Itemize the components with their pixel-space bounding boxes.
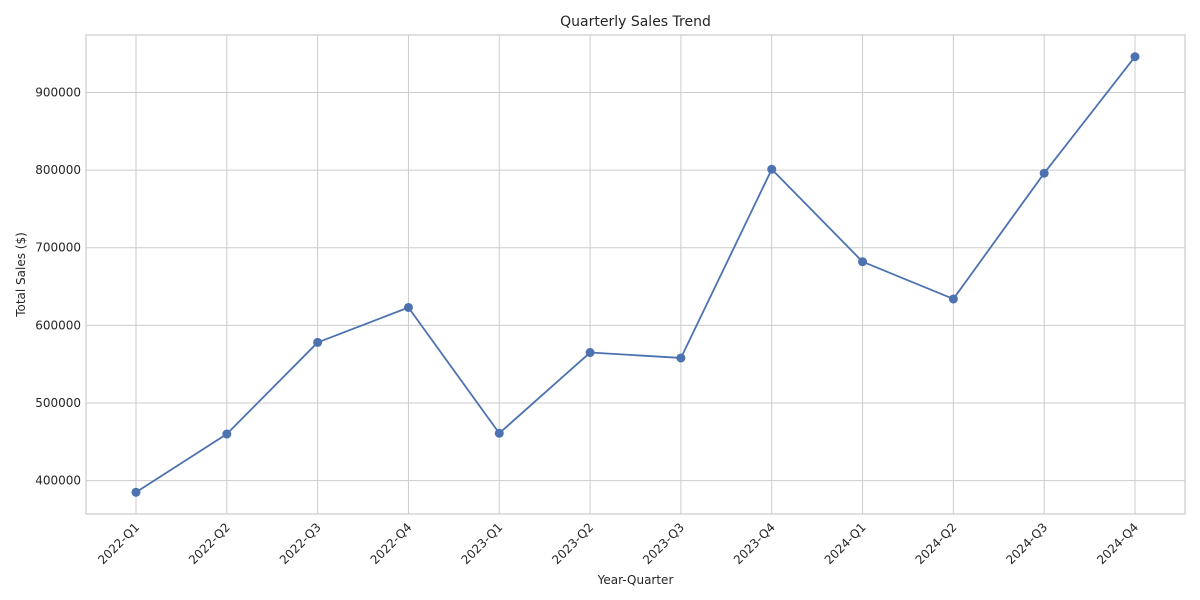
x-tick-label: 2022-Q4: [368, 520, 415, 567]
x-tick-label: 2024-Q2: [913, 520, 960, 567]
data-point: [313, 337, 323, 347]
x-tick-label: 2022-Q3: [277, 520, 324, 567]
x-tick-label: 2023-Q3: [640, 520, 687, 567]
x-tick-label: 2022-Q1: [95, 520, 142, 567]
data-point: [494, 428, 504, 438]
x-tick-label: 2022-Q2: [186, 520, 233, 567]
x-tick-label: 2024-Q3: [1003, 520, 1050, 567]
data-point: [585, 348, 595, 358]
data-point: [403, 302, 413, 312]
series-layer: [131, 52, 1140, 497]
plot-frame: [85, 34, 1186, 515]
data-point: [1039, 168, 1049, 178]
y-tick-label: 700000: [35, 241, 81, 255]
x-tick-label: 2024-Q4: [1094, 520, 1141, 567]
y-tick-label: 500000: [35, 396, 81, 410]
grid: [86, 35, 1185, 514]
data-point: [1130, 52, 1140, 62]
y-axis-label: Total Sales ($): [14, 232, 28, 318]
y-tick-label: 600000: [35, 318, 81, 332]
y-tick-label: 800000: [35, 163, 81, 177]
x-tick-label: 2023-Q1: [458, 520, 505, 567]
data-point: [131, 487, 141, 497]
x-tick-label: 2023-Q2: [549, 520, 596, 567]
data-point: [767, 164, 777, 174]
data-point: [858, 257, 868, 267]
x-tick-label: 2024-Q1: [822, 520, 869, 567]
y-tick-label: 400000: [35, 474, 81, 488]
series-line: [135, 56, 1136, 494]
x-tick-labels: 2022-Q1 2022-Q2 2022-Q3 2022-Q4 2023-Q1 2023-…: [95, 520, 1141, 567]
y-tick-label: 900000: [35, 85, 81, 99]
data-point: [948, 294, 958, 304]
x-axis-label: Year-Quarter: [597, 573, 674, 587]
data-point: [222, 429, 232, 439]
y-tick-labels: 400000 500000 600000 700000 800000 900000: [35, 85, 81, 487]
x-tick-label: 2023-Q4: [731, 520, 778, 567]
chart-title: Quarterly Sales Trend: [560, 14, 711, 30]
data-point: [676, 353, 686, 363]
